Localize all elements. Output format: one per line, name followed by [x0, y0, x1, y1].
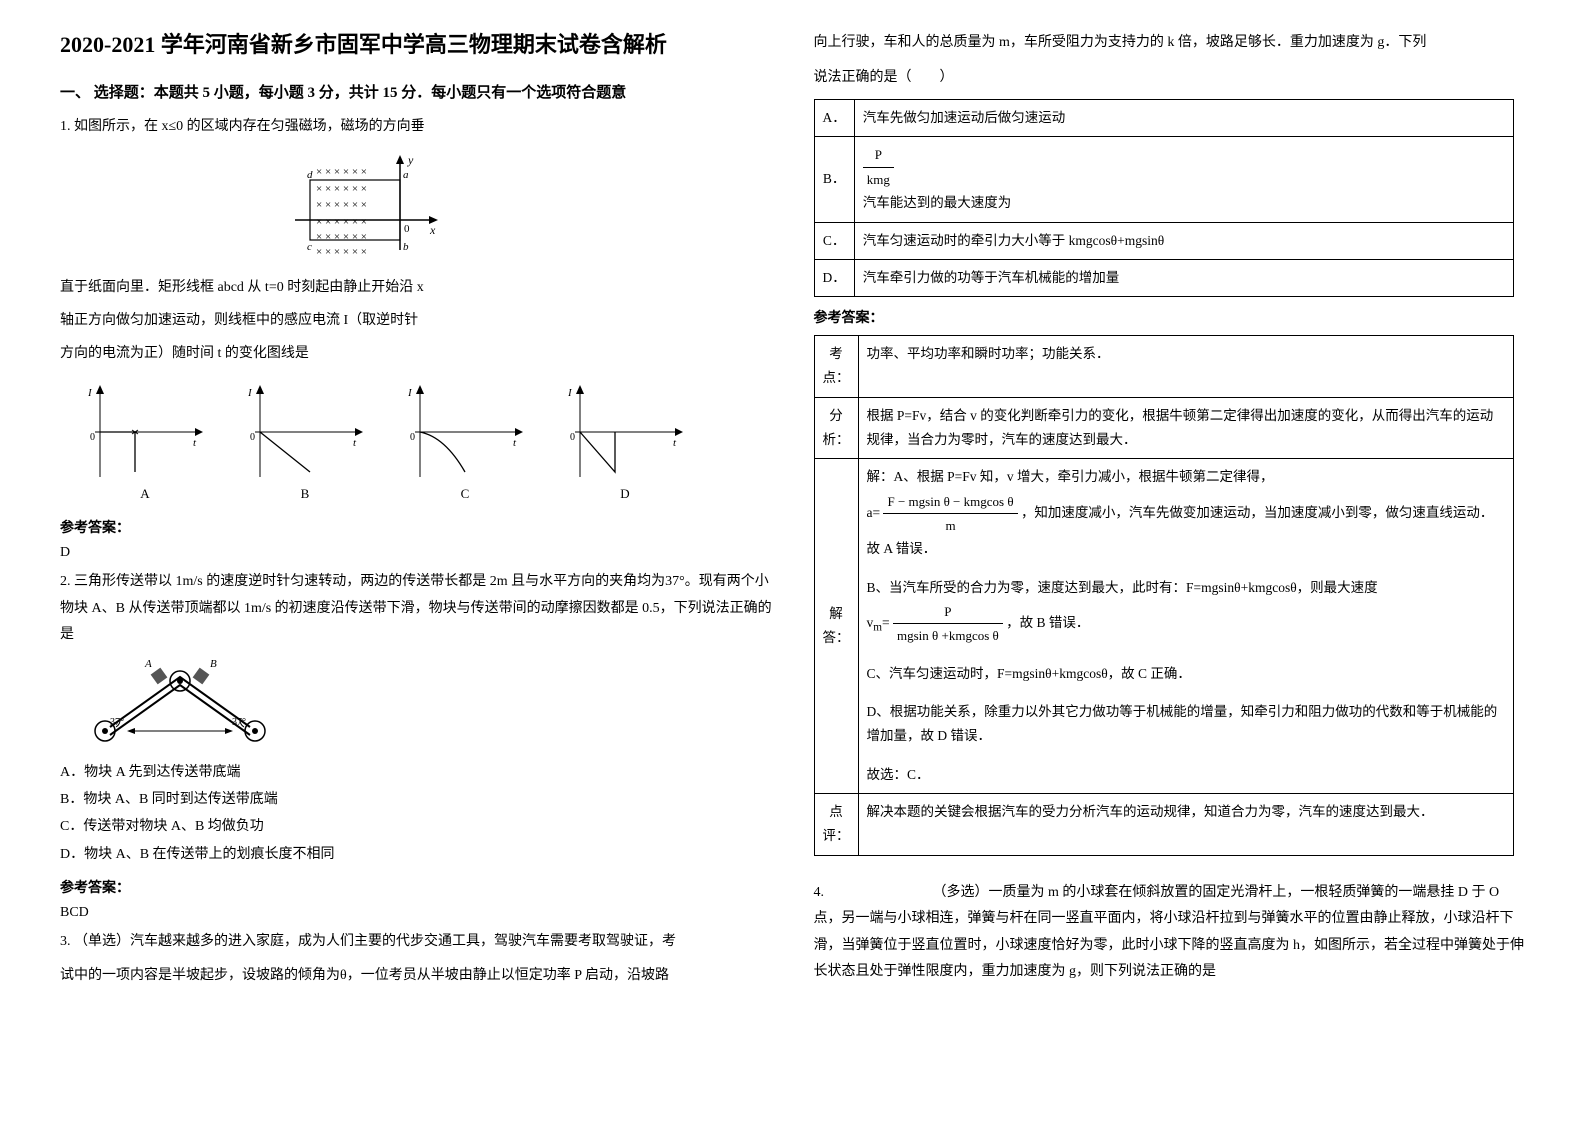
svg-text:I: I: [407, 387, 413, 399]
right-column: 向上行驶，车和人的总质量为 m，车所受阻力为支持力的 k 倍，坡路足够长．重力加…: [794, 30, 1548, 1092]
graph-c-label: C: [400, 486, 530, 502]
q4-num: 4.: [814, 885, 825, 900]
opt-b-label: B．: [814, 137, 854, 222]
q2-option-b: B．物块 A、B 同时到达传送带底端: [60, 787, 774, 812]
svg-text:y: y: [407, 153, 414, 167]
opt-c-text: 汽车匀速运动时的牵引力大小等于 kmgcosθ+mgsinθ: [854, 222, 1513, 259]
q2-option-d: D．物块 A、B 在传送带上的划痕长度不相同: [60, 842, 774, 867]
sol-row1-label: 考点：: [814, 336, 858, 398]
opt-c-label: C．: [814, 222, 854, 259]
graph-b-label: B: [240, 486, 370, 502]
svg-text:× × × × × ×: × × × × × ×: [316, 183, 367, 195]
graph-a: I t 0 A: [80, 382, 210, 502]
q4-block: 4. （多选）一质量为 m 的小球套在倾斜放置的固定光滑杆上，一根轻质弹簧的一端…: [814, 880, 1528, 986]
opt-d-label: D．: [814, 259, 854, 296]
q2-stem: 2. 三角形传送带以 1m/s 的速度逆时针匀速转动，两边的传送带长都是 2m …: [60, 569, 774, 649]
q3-answer-label: 参考答案：: [814, 307, 1528, 327]
graph-d: I t 0 D: [560, 382, 690, 502]
svg-text:I: I: [247, 387, 253, 399]
svg-text:b: b: [403, 241, 409, 253]
fraction-a-icon: F − mgsin θ − kmgcos θ m: [883, 490, 1017, 538]
q3-stem-r1: 向上行驶，车和人的总质量为 m，车所受阻力为支持力的 k 倍，坡路足够长．重力加…: [814, 30, 1528, 57]
svg-text:37°: 37°: [232, 717, 246, 728]
svg-text:t: t: [353, 437, 357, 449]
sol-row4-text: 解决本题的关键会根据汽车的受力分析汽车的运动规律，知道合力为零，汽车的速度达到最…: [858, 793, 1513, 855]
conveyor-belt-icon: A B 37° 37°: [80, 657, 280, 747]
svg-text:× × × × × ×: × × × × × ×: [316, 216, 367, 228]
svg-text:× × × × × ×: × × × × × ×: [316, 246, 367, 258]
q4-stem: （多选）一质量为 m 的小球套在倾斜放置的固定光滑杆上，一根轻质弹簧的一端悬挂 …: [814, 885, 1525, 980]
section-1-header: 一、 选择题：本题共 5 小题，每小题 3 分，共计 15 分．每小题只有一个选…: [60, 81, 774, 102]
q2-option-a: A．物块 A 先到达传送带底端: [60, 760, 774, 785]
sol-row1-text: 功率、平均功率和瞬时功率；功能关系．: [858, 336, 1513, 398]
graph-b: I t 0 B: [240, 382, 370, 502]
q3-stem-1: 3. （单选）汽车越来越多的进入家庭，成为人们主要的代步交通工具，驾驶汽车需要考…: [60, 929, 774, 956]
svg-text:0: 0: [404, 223, 410, 235]
q1-stem-2: 直于纸面向里．矩形线框 abcd 从 t=0 时刻起由静止开始沿 x: [60, 275, 774, 302]
svg-text:a: a: [403, 169, 409, 181]
svg-text:I: I: [567, 387, 573, 399]
graph-c: I t 0 C: [400, 382, 530, 502]
q2-option-c: C．传送带对物块 A、B 均做负功: [60, 814, 774, 839]
q1-graph-row: I t 0 A I t 0 B: [80, 382, 774, 502]
q2-belt-diagram: A B 37° 37°: [80, 657, 774, 752]
svg-text:0: 0: [250, 432, 255, 443]
fraction-icon: P kmg: [863, 143, 894, 191]
graph-a-label: A: [80, 486, 210, 502]
sol-row2-label: 分析：: [814, 397, 858, 459]
svg-text:t: t: [673, 437, 677, 449]
q3-stem-r2: 说法正确的是（ ）: [814, 65, 1528, 92]
svg-text:× × × × × ×: × × × × × ×: [316, 199, 367, 211]
sol-row4-label: 点评：: [814, 793, 858, 855]
magnetic-field-icon: y x 0 d a c b × × × × × × × × × × × × × …: [260, 150, 440, 260]
svg-text:0: 0: [90, 432, 95, 443]
svg-text:B: B: [210, 658, 217, 670]
q1-field-diagram: y x 0 d a c b × × × × × × × × × × × × × …: [260, 150, 774, 265]
svg-text:x: x: [429, 223, 436, 237]
graph-a-icon: I t 0: [80, 382, 210, 482]
graph-b-icon: I t 0: [240, 382, 370, 482]
q3-stem-2: 试中的一项内容是半坡起步，设坡路的倾角为θ，一位考员从半坡由静止以恒定功率 P …: [60, 963, 774, 990]
q2-answer: BCD: [60, 905, 774, 921]
fraction-b-icon: P mgsin θ +kmgcos θ: [893, 600, 1003, 648]
q3-options-table: A． 汽车先做匀加速运动后做匀速运动 B． P kmg 汽车能达到的最大速度为 …: [814, 99, 1514, 297]
graph-d-icon: I t 0: [560, 382, 690, 482]
svg-text:I: I: [87, 387, 93, 399]
q2-answer-label: 参考答案：: [60, 877, 774, 897]
graph-d-label: D: [560, 486, 690, 502]
left-column: 2020-2021 学年河南省新乡市固军中学高三物理期末试卷含解析 一、 选择题…: [40, 30, 794, 1092]
sol-row3-text: 解：A、根据 P=Fv 知，v 增大，牵引力减小，根据牛顿第二定律得， a= F…: [858, 459, 1513, 794]
svg-text:0: 0: [570, 432, 575, 443]
q1-stem-4: 方向的电流为正）随时间 t 的变化图线是: [60, 341, 774, 368]
svg-text:d: d: [307, 169, 313, 181]
graph-c-icon: I t 0: [400, 382, 530, 482]
sol-row2-text: 根据 P=Fv，结合 v 的变化判断牵引力的变化，根据牛顿第二定律得出加速度的变…: [858, 397, 1513, 459]
svg-text:× × × × × ×: × × × × × ×: [316, 231, 367, 243]
sol-row3-label: 解答：: [814, 459, 858, 794]
svg-text:0: 0: [410, 432, 415, 443]
q1-answer-label: 参考答案：: [60, 517, 774, 537]
svg-text:t: t: [513, 437, 517, 449]
opt-d-text: 汽车牵引力做的功等于汽车机械能的增加量: [854, 259, 1513, 296]
svg-text:A: A: [144, 658, 152, 670]
opt-a-text: 汽车先做匀加速运动后做匀速运动: [854, 100, 1513, 137]
q1-stem-3: 轴正方向做匀加速运动，则线框中的感应电流 I（取逆时针: [60, 308, 774, 335]
document-title: 2020-2021 学年河南省新乡市固军中学高三物理期末试卷含解析: [60, 30, 774, 61]
svg-text:c: c: [307, 241, 312, 253]
svg-text:× × × × × ×: × × × × × ×: [316, 166, 367, 178]
opt-b-text: P kmg 汽车能达到的最大速度为: [854, 137, 1513, 222]
q3-solution-table: 考点： 功率、平均功率和瞬时功率；功能关系． 分析： 根据 P=Fv，结合 v …: [814, 335, 1514, 855]
opt-a-label: A．: [814, 100, 854, 137]
svg-text:t: t: [193, 437, 197, 449]
q1-stem-1: 1. 如图所示，在 x≤0 的区域内存在匀强磁场，磁场的方向垂: [60, 114, 774, 141]
q1-answer: D: [60, 545, 774, 561]
